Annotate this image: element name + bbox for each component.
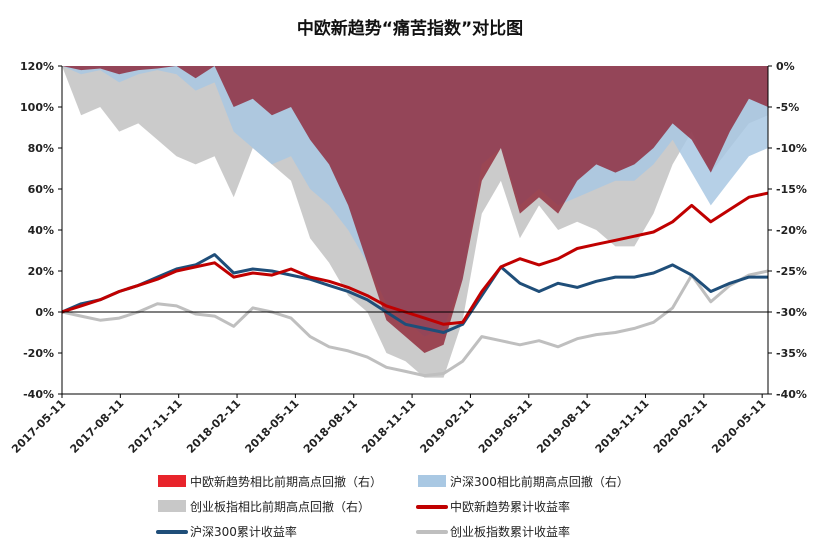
plot-area — [62, 66, 768, 378]
legend-label-2: 创业板指相比前期高点回撤（右） — [190, 499, 370, 514]
x-tick-label: 2019-02-11 — [418, 397, 477, 456]
legend-label-1: 沪深300相比前期高点回撤（右） — [450, 474, 629, 489]
x-tick-label: 2018-08-11 — [301, 397, 360, 456]
left-tick-label: 0% — [35, 306, 54, 319]
series-line-4 — [62, 253, 768, 334]
x-tick-label: 2018-02-11 — [184, 397, 243, 456]
x-tick-label: 2017-05-11 — [9, 397, 68, 456]
left-tick-label: -20% — [23, 347, 54, 360]
left-tick-label: 20% — [28, 265, 54, 278]
right-tick-label: -10% — [776, 142, 807, 155]
x-tick-label: 2019-05-11 — [476, 397, 535, 456]
x-tick-label: 2018-11-11 — [359, 397, 418, 456]
right-tick-label: -5% — [776, 101, 799, 114]
legend-label-4: 沪深300累计收益率 — [190, 524, 297, 539]
left-tick-label: 80% — [28, 142, 54, 155]
right-tick-label: -15% — [776, 183, 807, 196]
right-tick-label: -35% — [776, 347, 807, 360]
drawdown-area-0 — [62, 66, 768, 353]
x-tick-label: 2017-11-11 — [126, 397, 185, 456]
legend-swatch-1 — [418, 475, 446, 487]
right-tick-label: -30% — [776, 306, 807, 319]
legend-swatch-2 — [158, 500, 186, 512]
left-tick-label: 100% — [20, 101, 54, 114]
legend-label-5: 创业板指数累计收益率 — [450, 524, 570, 539]
series-line-5 — [62, 269, 768, 378]
left-tick-label: 120% — [20, 60, 54, 73]
legend-label-0: 中欧新趋势相比前期高点回撤（右） — [190, 474, 382, 489]
right-tick-label: -20% — [776, 224, 807, 237]
x-tick-label: 2020-02-11 — [651, 397, 710, 456]
legend-swatch-0 — [158, 475, 186, 487]
x-tick-label: 2018-05-11 — [243, 397, 302, 456]
left-tick-label: 60% — [28, 183, 54, 196]
right-tick-label: -25% — [776, 265, 807, 278]
legend: 中欧新趋势相比前期高点回撤（右） 沪深300相比前期高点回撤（右） 创业板指相比前期… — [156, 474, 629, 539]
right-tick-label: -40% — [776, 388, 807, 401]
left-tick-label: 40% — [28, 224, 54, 237]
series-line-3 — [62, 191, 768, 326]
legend-label-3: 中欧新趋势累计收益率 — [450, 499, 570, 514]
right-tick-label: 0% — [776, 60, 795, 73]
x-tick-label: 2019-11-11 — [593, 397, 652, 456]
x-tick-label: 2017-08-11 — [68, 397, 127, 456]
left-tick-label: -40% — [23, 388, 54, 401]
x-tick-label: 2020-05-11 — [709, 397, 768, 456]
x-tick-label: 2019-08-11 — [534, 397, 593, 456]
chart-title: 中欧新趋势“痛苦指数”对比图 — [297, 18, 523, 39]
